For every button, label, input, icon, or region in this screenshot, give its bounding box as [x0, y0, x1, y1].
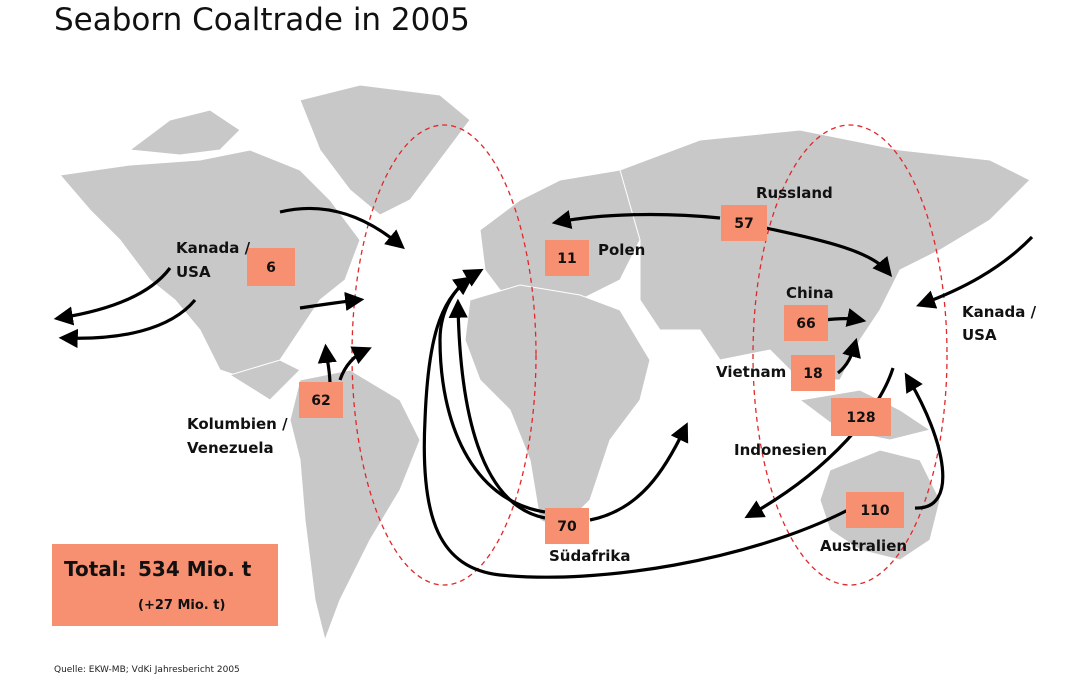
export-value: 66 [796, 316, 815, 332]
export-value: 6 [266, 260, 276, 276]
total-change: (+27 Mio. t) [138, 598, 225, 613]
trade-arrows [53, 206, 1034, 579]
export-box [545, 508, 589, 544]
total-label: Total: [64, 557, 127, 581]
export-box [721, 205, 767, 241]
region-label: Kolumbien / [187, 415, 288, 433]
region-label: Australien [820, 537, 907, 555]
export-box [545, 240, 589, 276]
total-amount: 534 Mio. t [138, 557, 252, 581]
region-label: Russland [756, 184, 833, 202]
region-label: Vietnam [716, 363, 786, 381]
region-label: Venezuela [187, 439, 274, 457]
region-label: Südafrika [549, 547, 631, 565]
region-label: China [786, 284, 834, 302]
importer-label: Kanada / USA [962, 303, 1037, 344]
export-box [784, 305, 828, 341]
export-value: 110 [860, 503, 889, 519]
title: Seaborn Coaltrade in 2005 [54, 2, 470, 38]
total-box [52, 544, 278, 626]
export-box [791, 355, 835, 391]
region-label: USA [176, 263, 211, 281]
export-value: 18 [803, 366, 822, 382]
zones [351, 124, 948, 586]
region-label: Indonesien [734, 441, 827, 459]
export-value: 57 [734, 216, 753, 232]
source: Quelle: EKW-MB; VdKi Jahresbericht 2005 [54, 665, 240, 675]
export-value: 128 [846, 410, 875, 426]
export-value: 62 [311, 393, 330, 409]
export-box [247, 248, 295, 286]
continents [59, 84, 1031, 642]
export-box [831, 398, 891, 436]
region-label: Polen [598, 241, 645, 259]
importer-label-line: Kanada / [962, 303, 1037, 321]
export-box [299, 382, 343, 418]
export-value: 70 [557, 519, 577, 535]
region-label: Kanada / [176, 239, 251, 257]
importer-label-line: USA [962, 326, 997, 344]
export-box [846, 492, 904, 528]
export-value: 11 [557, 251, 576, 267]
